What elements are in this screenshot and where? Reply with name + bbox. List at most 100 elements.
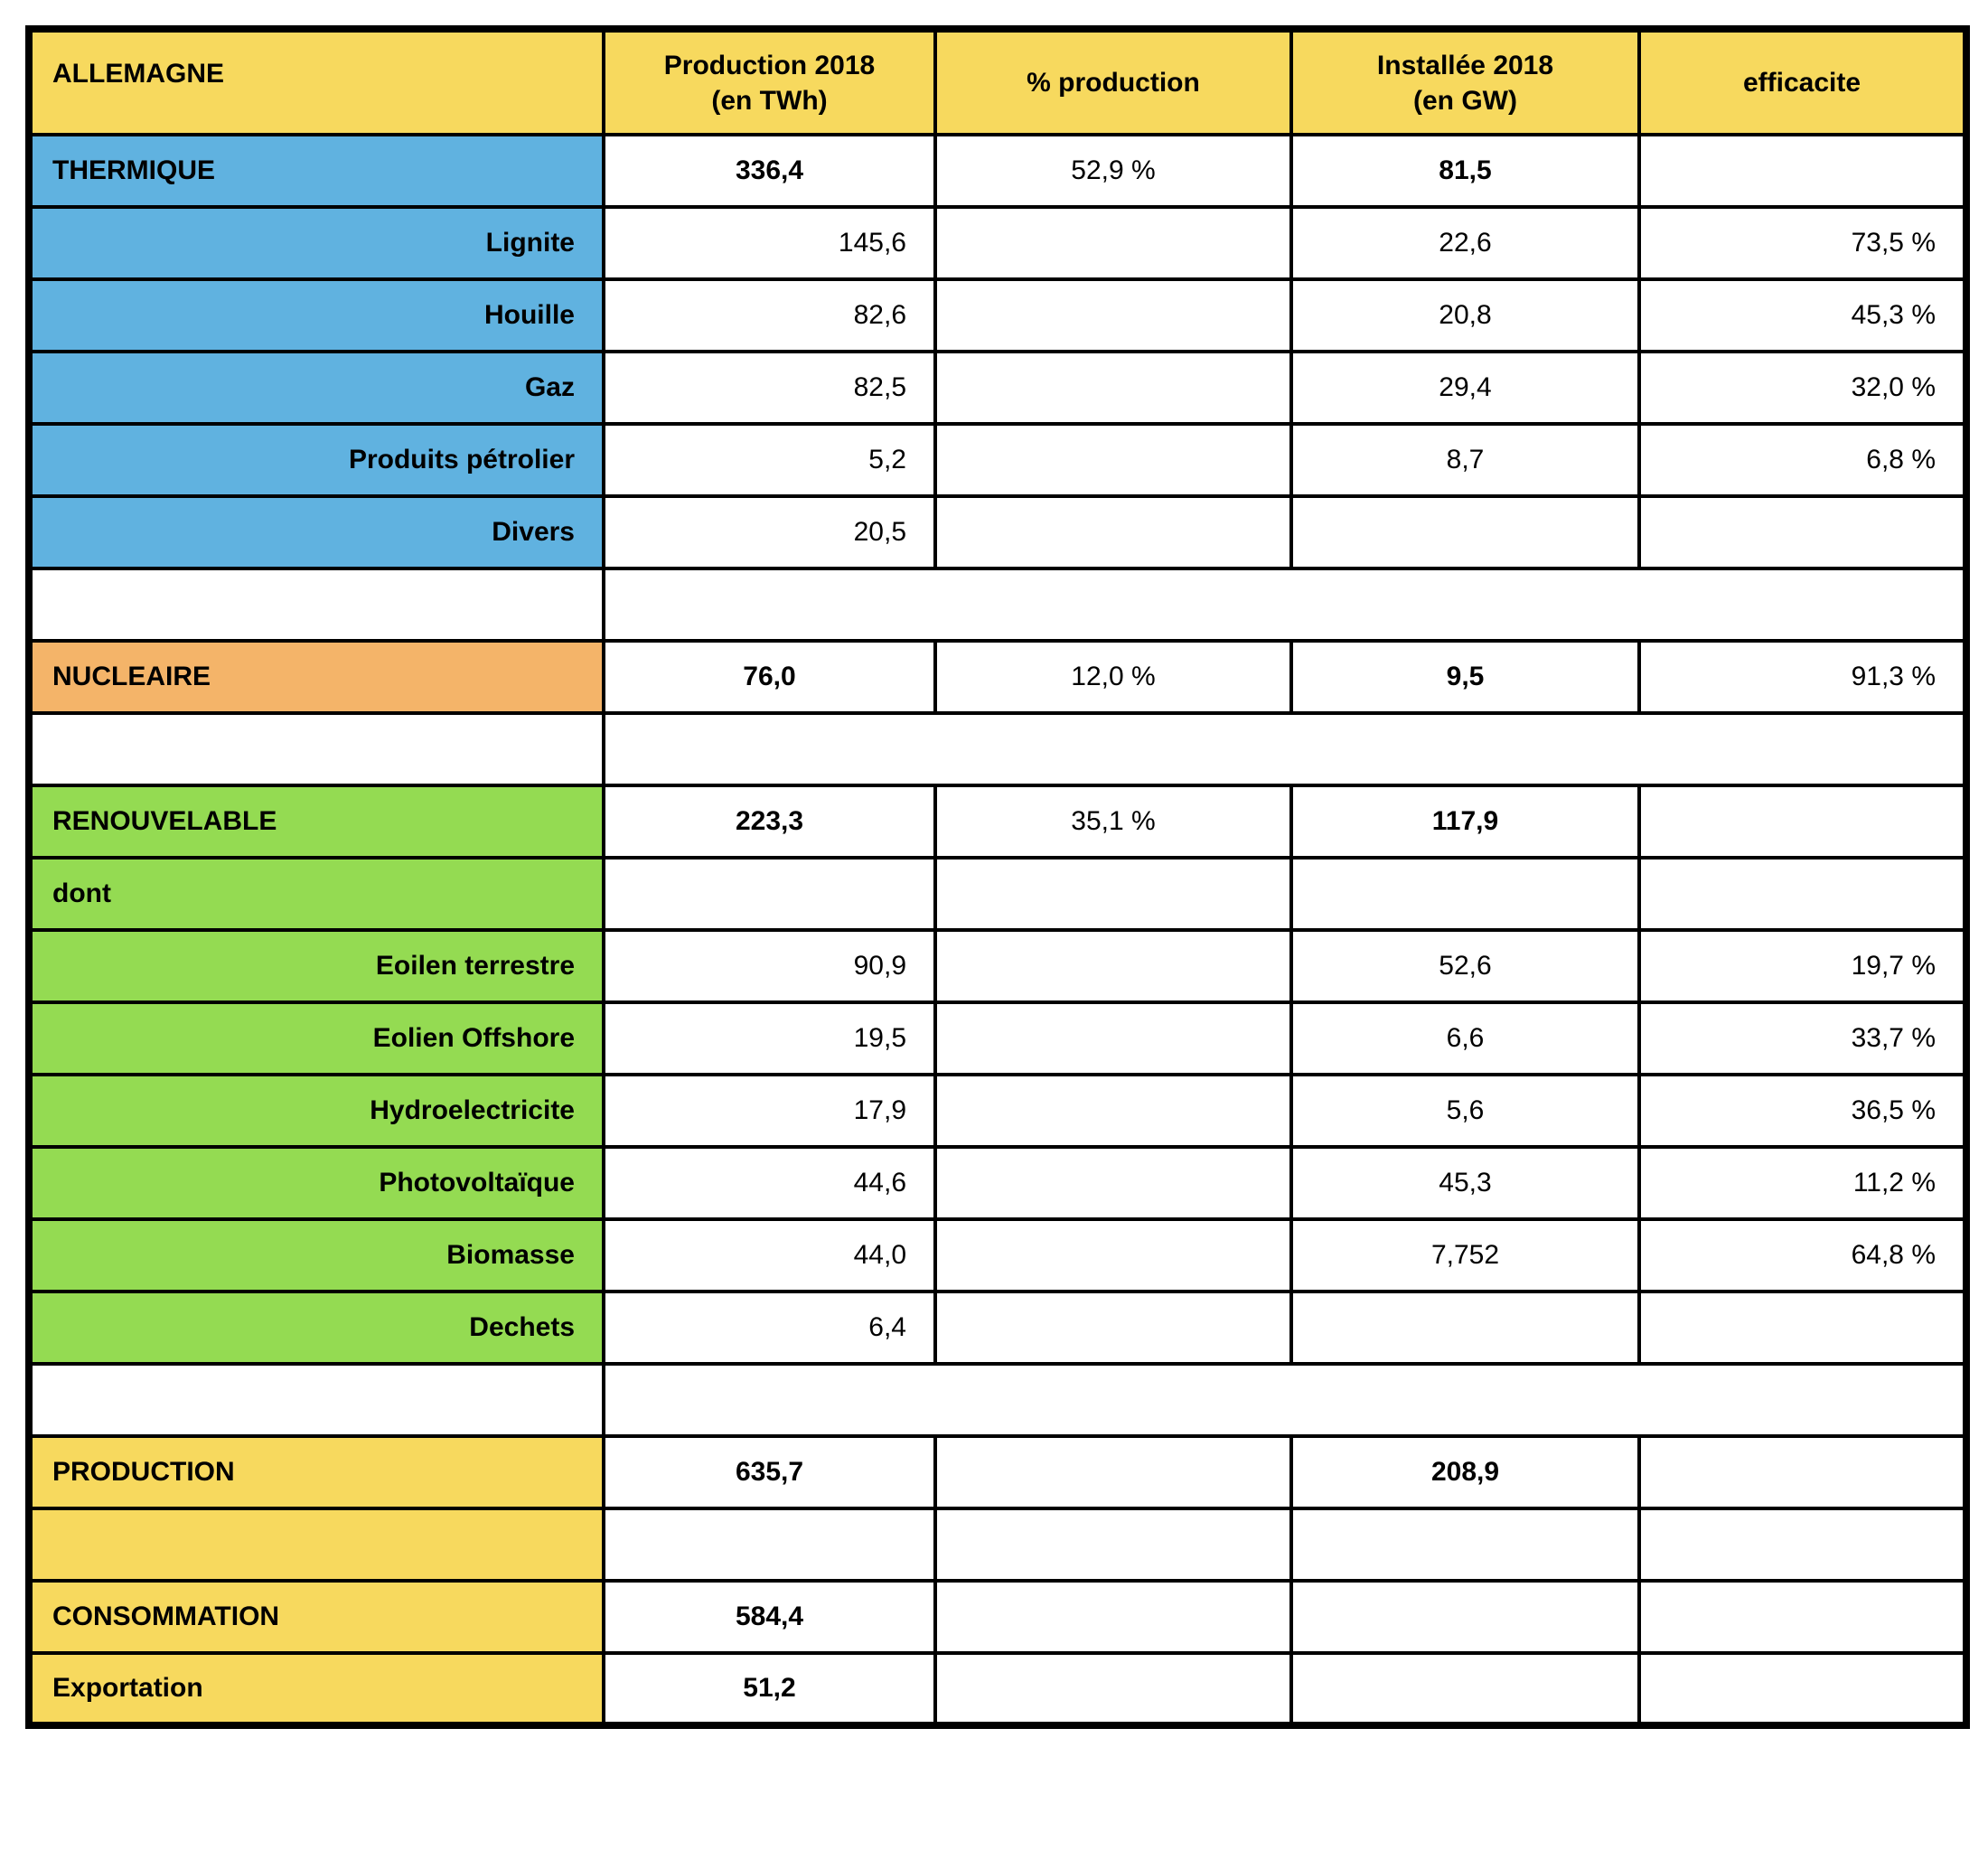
cell-renouvelable-installee: 117,9: [1289, 784, 1641, 860]
label-spacer-2: [27, 711, 605, 787]
cell-nucleaire-installee: 9,5: [1289, 639, 1641, 715]
cell-hydroelectricite-pct-production: [933, 1073, 1293, 1149]
row-blank-yellow: [27, 1507, 1968, 1583]
label-eolien-terrestre: Eoilen terrestre: [27, 928, 605, 1004]
row-thermique: THERMIQUE 336,4 52,9 % 81,5: [27, 133, 1968, 209]
cell-exportation-production: 51,2: [602, 1651, 937, 1727]
cell-gaz-pct-production: [933, 350, 1293, 426]
row-consommation: CONSOMMATION 584,4: [27, 1579, 1968, 1655]
column-header-efficacite: efficacite: [1637, 27, 1968, 136]
cell-production-efficacite: [1637, 1434, 1968, 1510]
cell-production-production: 635,7: [602, 1434, 937, 1510]
cell-consommation-installee: [1289, 1579, 1641, 1655]
label-spacer-1: [27, 567, 605, 643]
cell-dont-installee: [1289, 856, 1641, 932]
row-produits-petrolier: Produits pétrolier 5,2 8,7 6,8 %: [27, 422, 1968, 498]
cell-dechets-installee: [1289, 1290, 1641, 1366]
label-divers: Divers: [27, 494, 605, 570]
cell-lignite-efficacite: 73,5 %: [1637, 205, 1968, 281]
cell-houille-installee: 20,8: [1289, 277, 1641, 353]
cell-produits-petrolier-installee: 8,7: [1289, 422, 1641, 498]
cell-hydroelectricite-efficacite: 36,5 %: [1637, 1073, 1968, 1149]
cell-photovoltaique-production: 44,6: [602, 1145, 937, 1221]
spacer-spacer-1: [602, 567, 1968, 643]
label-renouvelable: RENOUVELABLE: [27, 784, 605, 860]
energy-table-container: ALLEMAGNE Production 2018 (en TWh)% produ…: [25, 25, 1970, 1729]
cell-divers-production: 20,5: [602, 494, 937, 570]
label-biomasse: Biomasse: [27, 1217, 605, 1293]
cell-produits-petrolier-efficacite: 6,8 %: [1637, 422, 1968, 498]
cell-produits-petrolier-pct-production: [933, 422, 1293, 498]
cell-dont-efficacite: [1637, 856, 1968, 932]
cell-houille-pct-production: [933, 277, 1293, 353]
cell-lignite-installee: 22,6: [1289, 205, 1641, 281]
row-eolien-offshore: Eolien Offshore 19,5 6,6 33,7 %: [27, 1000, 1968, 1076]
row-gaz: Gaz 82,5 29,4 32,0 %: [27, 350, 1968, 426]
cell-dechets-pct-production: [933, 1290, 1293, 1366]
cell-exportation-installee: [1289, 1651, 1641, 1727]
label-eolien-offshore: Eolien Offshore: [27, 1000, 605, 1076]
germany-energy-table: ALLEMAGNE Production 2018 (en TWh)% produ…: [25, 25, 1970, 1729]
label-houille: Houille: [27, 277, 605, 353]
cell-consommation-efficacite: [1637, 1579, 1968, 1655]
label-dechets: Dechets: [27, 1290, 605, 1366]
cell-eolien-terrestre-efficacite: 19,7 %: [1637, 928, 1968, 1004]
cell-divers-installee: [1289, 494, 1641, 570]
cell-produits-petrolier-production: 5,2: [602, 422, 937, 498]
cell-thermique-pct-production: 52,9 %: [933, 133, 1293, 209]
label-thermique: THERMIQUE: [27, 133, 605, 209]
cell-blank-yellow-installee: [1289, 1507, 1641, 1583]
cell-nucleaire-pct-production: 12,0 %: [933, 639, 1293, 715]
column-header-installee: Installée 2018 (en GW): [1289, 27, 1641, 136]
cell-renouvelable-pct-production: 35,1 %: [933, 784, 1293, 860]
cell-dont-production: [602, 856, 937, 932]
cell-thermique-production: 336,4: [602, 133, 937, 209]
label-hydroelectricite: Hydroelectricite: [27, 1073, 605, 1149]
row-divers: Divers 20,5: [27, 494, 1968, 570]
label-spacer-3: [27, 1362, 605, 1438]
row-lignite: Lignite 145,6 22,6 73,5 %: [27, 205, 1968, 281]
cell-eolien-terrestre-pct-production: [933, 928, 1293, 1004]
header-row: ALLEMAGNE Production 2018 (en TWh)% produ…: [27, 27, 1968, 136]
row-production: PRODUCTION 635,7 208,9: [27, 1434, 1968, 1510]
cell-hydroelectricite-production: 17,9: [602, 1073, 937, 1149]
cell-eolien-terrestre-installee: 52,6: [1289, 928, 1641, 1004]
label-blank-yellow: [27, 1507, 605, 1583]
cell-eolien-terrestre-production: 90,9: [602, 928, 937, 1004]
label-gaz: Gaz: [27, 350, 605, 426]
column-header-allemagne: ALLEMAGNE: [27, 27, 605, 136]
table-header: ALLEMAGNE Production 2018 (en TWh)% produ…: [27, 27, 1968, 136]
cell-nucleaire-efficacite: 91,3 %: [1637, 639, 1968, 715]
row-eolien-terrestre: Eoilen terrestre 90,9 52,6 19,7 %: [27, 928, 1968, 1004]
cell-eolien-offshore-efficacite: 33,7 %: [1637, 1000, 1968, 1076]
cell-biomasse-installee: 7,752: [1289, 1217, 1641, 1293]
cell-hydroelectricite-installee: 5,6: [1289, 1073, 1641, 1149]
cell-houille-efficacite: 45,3 %: [1637, 277, 1968, 353]
cell-biomasse-production: 44,0: [602, 1217, 937, 1293]
cell-photovoltaique-installee: 45,3: [1289, 1145, 1641, 1221]
cell-biomasse-efficacite: 64,8 %: [1637, 1217, 1968, 1293]
cell-production-installee: 208,9: [1289, 1434, 1641, 1510]
label-exportation: Exportation: [27, 1651, 605, 1727]
label-nucleaire: NUCLEAIRE: [27, 639, 605, 715]
cell-exportation-efficacite: [1637, 1651, 1968, 1727]
cell-divers-pct-production: [933, 494, 1293, 570]
cell-consommation-pct-production: [933, 1579, 1293, 1655]
cell-consommation-production: 584,4: [602, 1579, 937, 1655]
cell-production-pct-production: [933, 1434, 1293, 1510]
column-header-pct-production: % production: [933, 27, 1293, 136]
column-header-production: Production 2018 (en TWh): [602, 27, 937, 136]
cell-blank-yellow-production: [602, 1507, 937, 1583]
cell-photovoltaique-efficacite: 11,2 %: [1637, 1145, 1968, 1221]
row-dechets: Dechets 6,4: [27, 1290, 1968, 1366]
cell-renouvelable-production: 223,3: [602, 784, 937, 860]
cell-blank-yellow-efficacite: [1637, 1507, 1968, 1583]
cell-renouvelable-efficacite: [1637, 784, 1968, 860]
row-dont: dont: [27, 856, 1968, 932]
row-photovoltaique: Photovoltaïque 44,6 45,3 11,2 %: [27, 1145, 1968, 1221]
spacer-spacer-2: [602, 711, 1968, 787]
cell-gaz-production: 82,5: [602, 350, 937, 426]
label-photovoltaique: Photovoltaïque: [27, 1145, 605, 1221]
cell-biomasse-pct-production: [933, 1217, 1293, 1293]
row-hydroelectricite: Hydroelectricite 17,9 5,6 36,5 %: [27, 1073, 1968, 1149]
